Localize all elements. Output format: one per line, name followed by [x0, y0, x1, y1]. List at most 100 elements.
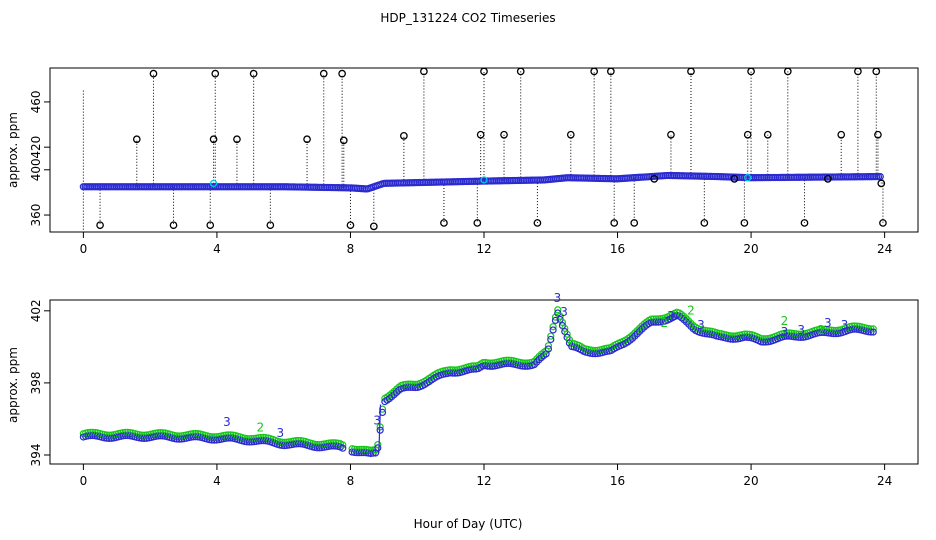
chart-title: HDP_131224 CO2 Timeseries: [380, 11, 555, 25]
outlier-point: [249, 69, 258, 78]
blue-point: [869, 328, 877, 336]
outlier-point: [783, 67, 792, 76]
bot-x-tick-label: 8: [347, 474, 355, 488]
outlier-point: [319, 69, 328, 78]
bot-y-tick-label: 394: [29, 444, 43, 467]
outlier-point: [169, 221, 178, 230]
outlier-point: [650, 174, 659, 183]
outlier-point: [338, 69, 346, 78]
outlier-point: [149, 69, 158, 78]
label-3-mark: 3: [697, 318, 705, 332]
bot-x-tick-label: 12: [476, 474, 491, 488]
outlier-point: [209, 135, 218, 144]
outlier-point: [500, 130, 508, 139]
green-point: [378, 405, 387, 413]
label-3-mark: 3: [560, 305, 568, 319]
outlier-point: [369, 222, 378, 231]
bot-y-tick-label: 402: [29, 299, 43, 322]
outlier-point: [763, 130, 772, 139]
outlier-point: [473, 219, 482, 227]
outlier-point: [874, 130, 882, 139]
outlier-point: [211, 69, 220, 78]
outlier-point: [730, 174, 739, 183]
outlier-point: [879, 219, 887, 227]
label-3-mark: 3: [797, 323, 805, 337]
top-x-tick-label: 0: [80, 242, 88, 256]
bot-y-tick-label: 398: [29, 371, 43, 394]
outlier-point: [747, 67, 755, 76]
top-x-tick-label: 16: [610, 242, 625, 256]
outlier-point: [837, 130, 846, 139]
outlier-point: [233, 135, 241, 144]
label-3-mark: 3: [373, 413, 381, 427]
label-2-mark: 2: [781, 314, 789, 328]
blue-point: [549, 326, 557, 334]
blue-point: [378, 408, 387, 417]
outlier-point: [800, 219, 809, 227]
top-y-tick-label: 360: [29, 204, 43, 227]
outlier-point: [400, 132, 408, 140]
green-point: [561, 324, 569, 332]
outlier-point: [700, 219, 709, 227]
outlier-point: [476, 130, 485, 139]
outlier-point: [96, 221, 104, 230]
green-point: [556, 312, 564, 320]
bottom-axes: 0 4 8 12 16 20 24 394 398 402: [29, 299, 892, 488]
label-3-mark: 3: [223, 415, 231, 429]
outlier-point: [630, 219, 639, 227]
outlier-point: [610, 219, 619, 227]
outlier-point: [303, 135, 311, 144]
cyan-point: [209, 179, 218, 188]
outlier-point: [824, 174, 832, 183]
outlier-point: [740, 219, 749, 227]
label-2-mark: 2: [660, 316, 668, 330]
green-point: [374, 441, 382, 449]
outlier-point: [132, 135, 141, 144]
jump-line: [378, 404, 382, 454]
green-point: [547, 332, 555, 340]
outlier-point: [743, 130, 752, 139]
top-y-tick-label: 400: [29, 158, 43, 181]
green-point: [339, 441, 347, 449]
outlier-point: [516, 67, 525, 76]
outlier-point: [590, 67, 599, 76]
bot-x-tick-label: 0: [80, 474, 88, 488]
top-x-tick-label: 20: [743, 242, 758, 256]
label-3-mark: 3: [277, 426, 285, 440]
outlier-point: [854, 67, 862, 76]
label-3-mark: 3: [667, 309, 675, 323]
outlier-point: [206, 221, 215, 230]
top-x-tick-label: 8: [347, 242, 355, 256]
label-3-mark: 3: [824, 316, 832, 330]
green-point: [549, 323, 557, 331]
outlier-point: [440, 219, 448, 227]
outlier-point: [339, 136, 348, 145]
green-point: [554, 306, 562, 314]
label-3-mark: 3: [841, 318, 849, 332]
outlier-point: [346, 221, 355, 230]
cyan-point: [480, 176, 488, 184]
green-point: [544, 342, 553, 350]
outlier-point: [566, 130, 575, 139]
outlier-point: [607, 67, 615, 76]
outlier-point: [420, 67, 428, 76]
blue-point: [544, 345, 553, 353]
bot-x-tick-label: 20: [743, 474, 758, 488]
bot-x-tick-label: 24: [877, 474, 892, 488]
x-axis-label: Hour of Day (UTC): [414, 517, 523, 531]
top-y-axis-label: approx. ppm: [6, 112, 20, 188]
top-marks: [79, 67, 887, 232]
bottom-y-axis-label: approx. ppm: [6, 347, 20, 423]
blue-point: [339, 444, 347, 452]
bot-x-tick-label: 4: [213, 474, 221, 488]
label-2-mark: 2: [817, 323, 825, 337]
green-point: [869, 325, 877, 333]
outlier-point: [667, 130, 675, 139]
cyan-point: [744, 174, 752, 182]
outlier-point: [877, 179, 886, 188]
